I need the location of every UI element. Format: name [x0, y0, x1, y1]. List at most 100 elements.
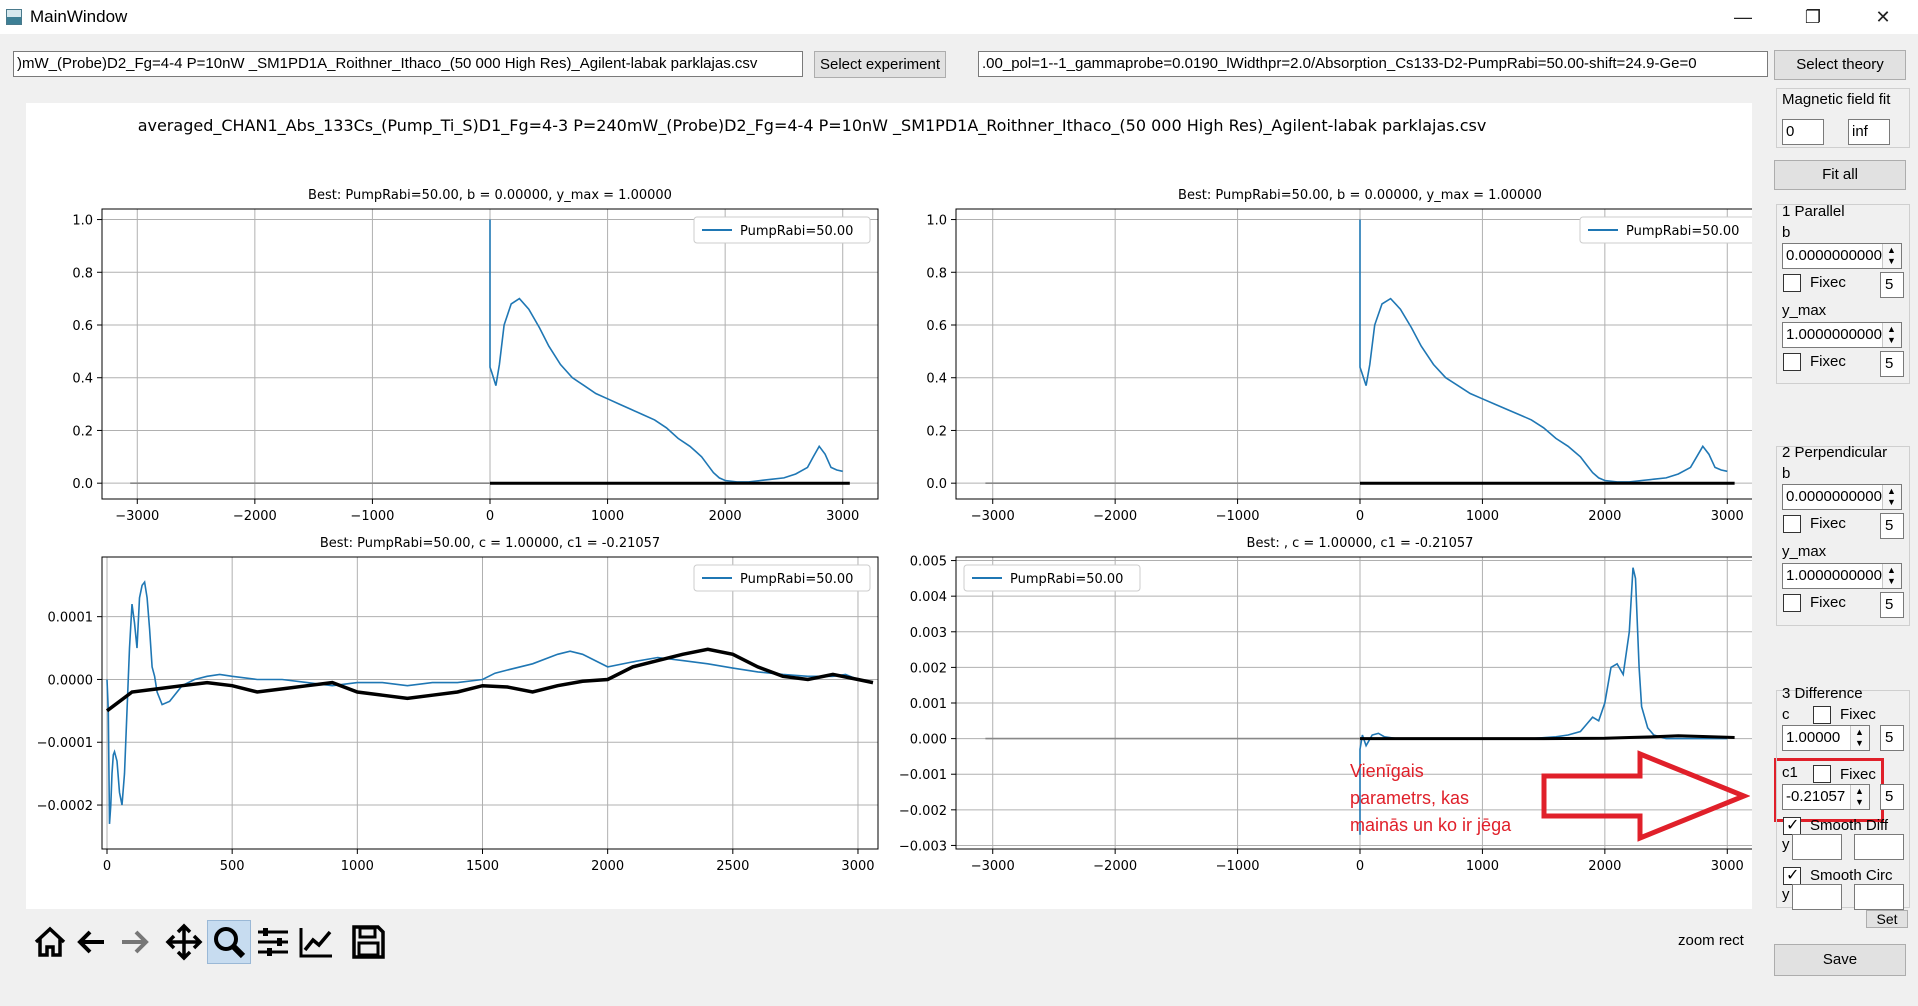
- subplot-title: Best: , c = 1.00000, c1 = -0.21057: [1247, 536, 1474, 551]
- reference-line: [105, 647, 874, 713]
- perp-ymax-n-input[interactable]: 5: [1880, 592, 1904, 618]
- diff-c-fixed-checkbox[interactable]: [1813, 706, 1831, 724]
- legend-entry: PumpRabi=50.00: [740, 224, 853, 239]
- x-tick-label: 2000: [591, 859, 624, 874]
- figure-svg[interactable]: averaged_CHAN1_Abs_133Cs_(Pump_Ti_S)D1_F…: [26, 103, 1765, 909]
- perp-b-value: 0.0000000000: [1786, 488, 1882, 505]
- series-group: [985, 219, 1735, 485]
- back-arrow-icon[interactable]: [72, 922, 112, 962]
- zoom-icon[interactable]: [209, 922, 249, 962]
- legend-entry: PumpRabi=50.00: [1626, 224, 1739, 239]
- parallel-ymax-spinbox[interactable]: 1.0000000000: [1782, 322, 1902, 348]
- parallel-b-fixed-checkbox[interactable]: [1783, 274, 1801, 292]
- y-tick-label: −0.003: [899, 839, 947, 854]
- parallel-ymax-fixed-checkbox[interactable]: [1783, 353, 1801, 371]
- title-bar: [0, 0, 1918, 34]
- x-tick-label: 1000: [1466, 509, 1499, 524]
- diff-c-spinbox[interactable]: 1.00000: [1782, 725, 1870, 751]
- experiment-path-input[interactable]: )mW_(Probe)D2_Fg=4-4 P=10nW _SM1PD1A_Roi…: [13, 51, 803, 77]
- select-theory-button[interactable]: Select theory: [1774, 50, 1906, 80]
- smooth-diff-label: Smooth Diff: [1810, 817, 1889, 834]
- y-tick-label: 0.003: [910, 626, 947, 641]
- smooth-circ-y2-input[interactable]: [1854, 884, 1904, 910]
- diff-c1-n-input[interactable]: 5: [1880, 784, 1904, 810]
- reference-line: [1360, 734, 1735, 741]
- perp-ymax-value: 1.0000000000: [1786, 567, 1882, 584]
- diff-c1-spinbox[interactable]: -0.21057: [1782, 784, 1870, 810]
- magnetic-group: [1776, 88, 1910, 148]
- x-tick-label: 2000: [709, 509, 742, 524]
- parallel-ymax-label: y_max: [1782, 302, 1827, 319]
- figure-canvas[interactable]: averaged_CHAN1_Abs_133Cs_(Pump_Ti_S)D1_F…: [26, 103, 1765, 909]
- smooth-circ-y1-input[interactable]: [1792, 884, 1842, 910]
- save-button[interactable]: Save: [1774, 944, 1906, 976]
- diff-c1-fixed-checkbox[interactable]: [1813, 765, 1831, 783]
- zoom-active-bg: [207, 920, 251, 964]
- spin-arrows-icon[interactable]: [1850, 785, 1869, 809]
- perp-ymax-spinbox[interactable]: 1.0000000000: [1782, 563, 1902, 589]
- legend-box: [693, 216, 871, 244]
- legend-box: [963, 564, 1141, 592]
- smooth-diff-y2-input[interactable]: [1854, 834, 1904, 860]
- spin-arrows-icon[interactable]: [1850, 726, 1869, 750]
- smooth-diff-checkbox[interactable]: [1783, 815, 1801, 835]
- mag-min-input[interactable]: 0: [1782, 119, 1824, 145]
- x-tick-label: −1000: [1216, 509, 1260, 524]
- perp-b-spinbox[interactable]: 0.0000000000: [1782, 484, 1902, 510]
- y-tick-label: −0.002: [899, 804, 947, 819]
- annotation-arrow: [1541, 750, 1750, 842]
- perp-ymax-fixed-checkbox[interactable]: [1783, 594, 1801, 612]
- series-line: [489, 219, 843, 483]
- x-tick-label: 3000: [1711, 509, 1744, 524]
- subplot-title: Best: PumpRabi=50.00, b = 0.00000, y_max…: [308, 188, 672, 203]
- series-group: [105, 580, 874, 824]
- theory-path-input[interactable]: .00_pol=1--1_gammaprobe=0.0190_lWidthpr=…: [978, 51, 1768, 77]
- perp-b-n-input[interactable]: 5: [1880, 513, 1904, 539]
- pan-icon[interactable]: [164, 922, 204, 962]
- parallel-b-n-input[interactable]: 5: [1880, 272, 1904, 298]
- fit-all-button[interactable]: Fit all: [1774, 160, 1906, 190]
- x-tick-label: −2000: [1093, 859, 1137, 874]
- set-button[interactable]: Set: [1866, 910, 1908, 928]
- y-tick-label: −0.001: [899, 768, 947, 783]
- smooth-diff-y1-input[interactable]: [1792, 834, 1842, 860]
- x-tick-label: 0: [103, 859, 111, 874]
- x-tick-label: 500: [220, 859, 245, 874]
- parallel-b-spinbox[interactable]: 0.0000000000: [1782, 243, 1902, 269]
- maximize-button[interactable]: ❐: [1804, 7, 1822, 27]
- edit-axes-icon[interactable]: [296, 922, 336, 962]
- series-line: [1359, 567, 1728, 835]
- app-icon: [6, 9, 22, 25]
- y-tick-label: 0.0: [72, 477, 93, 492]
- x-tick-label: 2500: [716, 859, 749, 874]
- configure-subplots-icon[interactable]: [253, 922, 293, 962]
- home-icon[interactable]: [30, 922, 70, 962]
- spin-arrows-icon[interactable]: [1882, 323, 1901, 347]
- diff-c1-label: c1: [1782, 764, 1798, 781]
- mag-max-input[interactable]: inf: [1848, 119, 1890, 145]
- y-tick-label: 0.2: [926, 424, 947, 439]
- parallel-ymax-value: 1.0000000000: [1786, 326, 1882, 343]
- perp-b-fixed-checkbox[interactable]: [1783, 515, 1801, 533]
- smooth-circ-checkbox[interactable]: [1783, 865, 1801, 885]
- spin-arrows-icon[interactable]: [1882, 564, 1901, 588]
- save-figure-icon[interactable]: [348, 922, 388, 962]
- x-tick-label: −2000: [1093, 509, 1137, 524]
- subplot-title: Best: PumpRabi=50.00, c = 1.00000, c1 = …: [320, 536, 660, 551]
- parallel-b-fixed-label: Fixec: [1810, 274, 1846, 291]
- y-tick-label: 0.005: [910, 555, 947, 570]
- series-group: [130, 219, 850, 485]
- y-tick-label: 0.4: [72, 372, 93, 387]
- subplot-3: Best: PumpRabi=50.00, c = 1.00000, c1 = …: [37, 536, 879, 874]
- diff-c-n-input[interactable]: 5: [1880, 725, 1904, 751]
- forward-arrow-icon[interactable]: [114, 922, 154, 962]
- select-experiment-button[interactable]: Select experiment: [814, 51, 946, 78]
- x-tick-label: 1000: [1466, 859, 1499, 874]
- close-button[interactable]: ✕: [1875, 7, 1891, 27]
- parallel-ymax-n-input[interactable]: 5: [1880, 351, 1904, 377]
- axes-frame: [955, 208, 1765, 500]
- spin-arrows-icon[interactable]: [1882, 485, 1901, 509]
- spin-arrows-icon[interactable]: [1882, 244, 1901, 268]
- minimize-button[interactable]: —: [1734, 7, 1752, 27]
- legend: PumpRabi=50.00: [693, 216, 871, 244]
